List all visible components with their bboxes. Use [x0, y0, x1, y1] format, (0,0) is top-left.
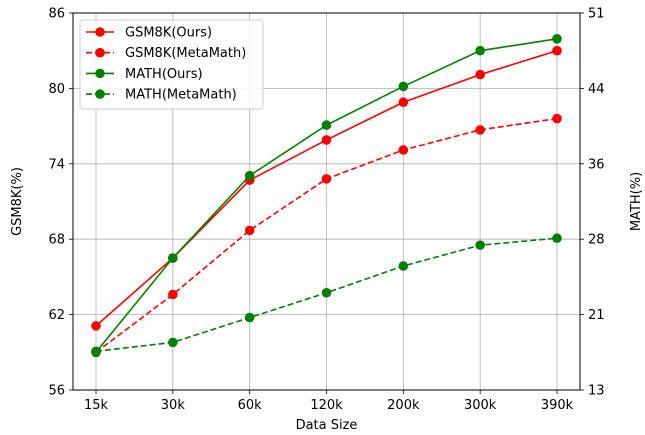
x-tick-label: 390k	[541, 398, 574, 413]
data-point-gsm8k-ours	[398, 97, 409, 108]
y-tick-label: 74	[48, 157, 65, 172]
y-axis-left-label: GSM8K(%)	[10, 167, 25, 236]
data-point-gsm8k-metamath	[475, 125, 485, 135]
data-point-math-metamath	[552, 233, 562, 244]
data-point-gsm8k-metamath	[244, 225, 255, 236]
legend-label: GSM8K(MetaMath)	[125, 46, 246, 61]
x-tick-label: 30k	[161, 398, 186, 413]
x-tick-label: 200k	[387, 398, 420, 413]
data-point-math-metamath	[398, 261, 409, 271]
y-tick-label: 62	[48, 308, 65, 323]
data-point-gsm8k-ours	[91, 321, 101, 331]
legend-label: MATH(Ours)	[125, 67, 203, 82]
data-point-math-ours	[398, 81, 409, 92]
data-point-gsm8k-metamath	[552, 113, 562, 124]
y2-tick-label: 21	[588, 308, 605, 323]
x-axis-label: Data Size	[296, 418, 358, 433]
legend-label: GSM8K(Ours)	[125, 26, 212, 41]
data-point-math-metamath	[91, 346, 101, 357]
y2-tick-label: 13	[588, 384, 605, 399]
data-point-gsm8k-ours	[321, 135, 332, 145]
y-tick-label: 86	[48, 7, 65, 22]
y2-tick-label: 44	[588, 82, 605, 97]
data-point-gsm8k-ours	[475, 69, 485, 80]
legend-marker	[95, 47, 105, 58]
x-tick-label: 60k	[238, 398, 263, 413]
data-point-gsm8k-metamath	[398, 145, 409, 155]
y-axis-right-label: MATH(%)	[629, 172, 644, 231]
x-tick-label: 300k	[464, 398, 497, 413]
y-tick-label: 68	[48, 233, 65, 248]
data-point-math-ours	[244, 170, 255, 181]
legend-marker	[95, 27, 105, 37]
data-point-gsm8k-ours	[552, 45, 562, 56]
data-point-math-ours	[475, 45, 485, 56]
x-axis: 15k 30k 60k 120k 200k 300k 390k	[84, 390, 574, 413]
data-point-math-metamath	[475, 240, 485, 250]
y-tick-label: 56	[48, 384, 65, 399]
data-point-math-ours	[168, 253, 178, 263]
y-axis-left: 56 62 68 74 80 86	[48, 7, 73, 399]
data-point-math-metamath	[168, 337, 178, 348]
y-tick-label: 80	[48, 82, 65, 97]
legend: GSM8K(Ours) GSM8K(MetaMath) MATH(Ours) MATH…	[79, 19, 264, 110]
data-point-gsm8k-metamath	[321, 174, 332, 184]
legend-box	[79, 19, 264, 110]
data-point-math-metamath	[244, 312, 255, 323]
y2-tick-label: 51	[588, 7, 605, 22]
y-axis-right: 13 21 28 36 44 51	[580, 7, 605, 399]
plot-area	[91, 33, 562, 358]
x-tick-label: 15k	[84, 398, 109, 413]
legend-label: MATH(MetaMath)	[125, 88, 237, 103]
y2-tick-label: 28	[588, 233, 605, 248]
legend-marker	[95, 68, 105, 79]
x-tick-label: 120k	[310, 398, 343, 413]
data-point-math-metamath	[321, 287, 332, 298]
data-point-math-ours	[321, 120, 332, 130]
legend-marker	[95, 89, 105, 99]
data-point-gsm8k-metamath	[168, 289, 178, 300]
y2-tick-label: 36	[588, 157, 605, 172]
data-point-math-ours	[552, 33, 562, 44]
